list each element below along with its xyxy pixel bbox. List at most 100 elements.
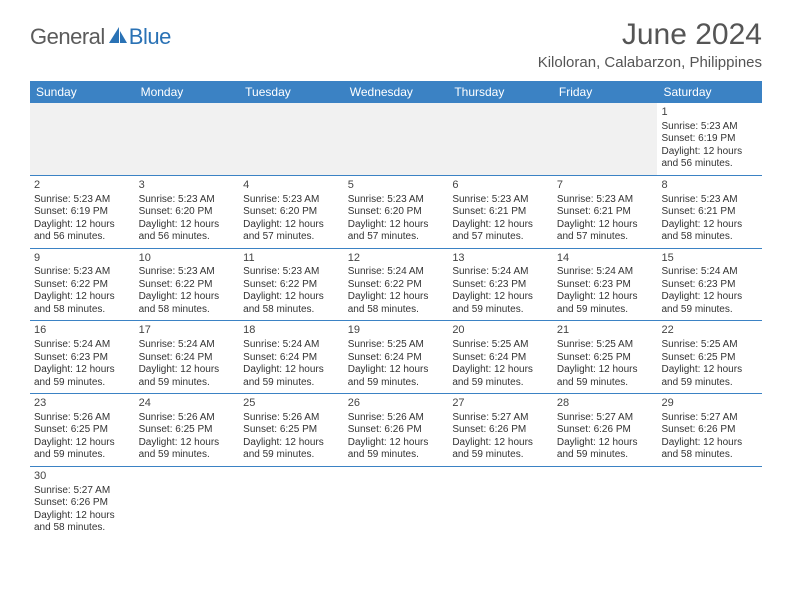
day-cell: 7Sunrise: 5:23 AMSunset: 6:21 PMDaylight… [553,176,658,248]
day-info-line: Sunrise: 5:23 AM [139,194,236,207]
day-info-line: Sunrise: 5:23 AM [557,194,654,207]
day-info-line: Sunset: 6:25 PM [557,352,654,365]
day-number: 26 [348,397,445,411]
day-cell: 27Sunrise: 5:27 AMSunset: 6:26 PMDayligh… [448,394,553,466]
day-info-line: Sunset: 6:26 PM [661,424,758,437]
day-info-line: and 59 minutes. [34,377,131,390]
week-row: 1Sunrise: 5:23 AMSunset: 6:19 PMDaylight… [30,103,762,176]
day-info-line: and 57 minutes. [348,231,445,244]
title-block: June 2024 Kiloloran, Calabarzon, Philipp… [538,18,762,71]
day-cell: 10Sunrise: 5:23 AMSunset: 6:22 PMDayligh… [135,249,240,321]
day-info-line: Sunrise: 5:23 AM [243,266,340,279]
day-info-line: Sunset: 6:24 PM [139,352,236,365]
day-info-line: Sunset: 6:22 PM [243,279,340,292]
day-info-line: and 57 minutes. [557,231,654,244]
day-info-line: Sunrise: 5:27 AM [34,485,131,498]
day-info-line: Sunset: 6:25 PM [243,424,340,437]
day-info-line: Sunset: 6:23 PM [661,279,758,292]
day-info-line: Sunrise: 5:25 AM [452,339,549,352]
day-info-line: Sunset: 6:20 PM [348,206,445,219]
day-info-line: Daylight: 12 hours [139,291,236,304]
day-info-line: Sunrise: 5:26 AM [34,412,131,425]
day-info-line: Daylight: 12 hours [557,219,654,232]
day-info-line: Sunset: 6:23 PM [557,279,654,292]
day-info-line: and 59 minutes. [557,304,654,317]
empty-cell [135,467,240,539]
day-number: 24 [139,397,236,411]
day-info-line: and 59 minutes. [661,377,758,390]
day-number: 23 [34,397,131,411]
day-info-line: Sunrise: 5:23 AM [661,194,758,207]
day-number: 5 [348,179,445,193]
empty-cell [448,103,553,175]
day-cell: 6Sunrise: 5:23 AMSunset: 6:21 PMDaylight… [448,176,553,248]
day-info-line: Sunset: 6:20 PM [139,206,236,219]
day-info-line: Sunset: 6:25 PM [661,352,758,365]
day-info-line: Daylight: 12 hours [139,437,236,450]
day-info-line: Sunset: 6:25 PM [34,424,131,437]
day-number: 18 [243,324,340,338]
day-info-line: Sunset: 6:22 PM [139,279,236,292]
day-info-line: and 57 minutes. [452,231,549,244]
day-info-line: Sunset: 6:24 PM [348,352,445,365]
day-info-line: Daylight: 12 hours [661,291,758,304]
day-info-line: and 58 minutes. [34,304,131,317]
day-info-line: Daylight: 12 hours [557,364,654,377]
day-info-line: and 59 minutes. [452,304,549,317]
day-number: 19 [348,324,445,338]
day-info-line: Sunrise: 5:24 AM [348,266,445,279]
day-header-monday: Monday [135,81,240,103]
day-info-line: and 59 minutes. [243,449,340,462]
day-cell: 2Sunrise: 5:23 AMSunset: 6:19 PMDaylight… [30,176,135,248]
day-info-line: Daylight: 12 hours [452,291,549,304]
day-info-line: Daylight: 12 hours [243,291,340,304]
day-info-line: Sunrise: 5:24 AM [243,339,340,352]
day-number: 29 [661,397,758,411]
day-cell: 11Sunrise: 5:23 AMSunset: 6:22 PMDayligh… [239,249,344,321]
day-info-line: Sunset: 6:21 PM [452,206,549,219]
day-cell: 20Sunrise: 5:25 AMSunset: 6:24 PMDayligh… [448,321,553,393]
day-number: 13 [452,252,549,266]
day-info-line: Sunrise: 5:23 AM [139,266,236,279]
day-cell: 17Sunrise: 5:24 AMSunset: 6:24 PMDayligh… [135,321,240,393]
empty-cell [239,467,344,539]
day-cell: 9Sunrise: 5:23 AMSunset: 6:22 PMDaylight… [30,249,135,321]
day-number: 12 [348,252,445,266]
day-info-line: Sunset: 6:22 PM [348,279,445,292]
day-info-line: Daylight: 12 hours [243,364,340,377]
day-info-line: Sunset: 6:20 PM [243,206,340,219]
day-info-line: Sunset: 6:22 PM [34,279,131,292]
month-title: June 2024 [538,18,762,52]
day-info-line: Sunrise: 5:23 AM [452,194,549,207]
week-row: 2Sunrise: 5:23 AMSunset: 6:19 PMDaylight… [30,176,762,249]
empty-cell [344,103,449,175]
day-info-line: Daylight: 12 hours [557,437,654,450]
day-info-line: and 56 minutes. [34,231,131,244]
day-info-line: Sunset: 6:26 PM [452,424,549,437]
day-info-line: Daylight: 12 hours [34,364,131,377]
day-cell: 4Sunrise: 5:23 AMSunset: 6:20 PMDaylight… [239,176,344,248]
week-row: 16Sunrise: 5:24 AMSunset: 6:23 PMDayligh… [30,321,762,394]
day-number: 25 [243,397,340,411]
day-cell: 16Sunrise: 5:24 AMSunset: 6:23 PMDayligh… [30,321,135,393]
day-number: 8 [661,179,758,193]
day-cell: 15Sunrise: 5:24 AMSunset: 6:23 PMDayligh… [657,249,762,321]
day-header-thursday: Thursday [448,81,553,103]
day-info-line: Daylight: 12 hours [452,437,549,450]
day-info-line: Sunrise: 5:25 AM [348,339,445,352]
day-info-line: Sunrise: 5:24 AM [661,266,758,279]
week-row: 23Sunrise: 5:26 AMSunset: 6:25 PMDayligh… [30,394,762,467]
day-info-line: and 58 minutes. [34,522,131,535]
week-row: 30Sunrise: 5:27 AMSunset: 6:26 PMDayligh… [30,467,762,539]
day-info-line: and 59 minutes. [557,449,654,462]
week-row: 9Sunrise: 5:23 AMSunset: 6:22 PMDaylight… [30,249,762,322]
day-info-line: and 59 minutes. [139,377,236,390]
day-info-line: Sunrise: 5:26 AM [348,412,445,425]
day-info-line: Daylight: 12 hours [243,437,340,450]
day-info-line: and 56 minutes. [139,231,236,244]
day-info-line: Sunset: 6:26 PM [348,424,445,437]
day-info-line: Daylight: 12 hours [661,437,758,450]
day-info-line: Sunrise: 5:23 AM [34,266,131,279]
day-number: 1 [661,106,758,120]
day-cell: 28Sunrise: 5:27 AMSunset: 6:26 PMDayligh… [553,394,658,466]
